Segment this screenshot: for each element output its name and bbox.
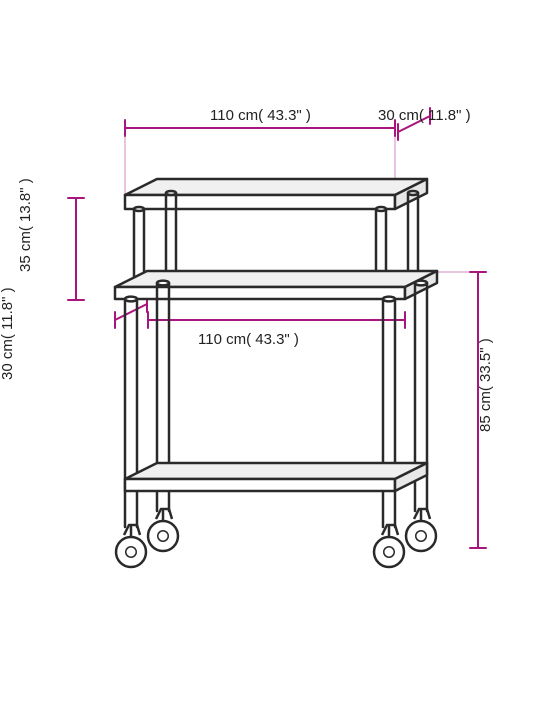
dim-label-height-upper: 35 cm( 13.8" ): [17, 178, 34, 272]
dimension-diagram: 110 cm( 43.3" )30 cm( 11.8" )35 cm( 13.8…: [0, 0, 540, 720]
dim-label-width-mid: 110 cm( 43.3" ): [198, 331, 299, 348]
dim-label-height-right: 85 cm( 33.5" ): [477, 338, 494, 432]
dim-label-width-top: 110 cm( 43.3" ): [210, 107, 311, 124]
dim-label-depth-top: 30 cm( 11.8" ): [378, 107, 471, 124]
dim-label-depth-mid: 30 cm( 11.8" ): [0, 287, 16, 380]
